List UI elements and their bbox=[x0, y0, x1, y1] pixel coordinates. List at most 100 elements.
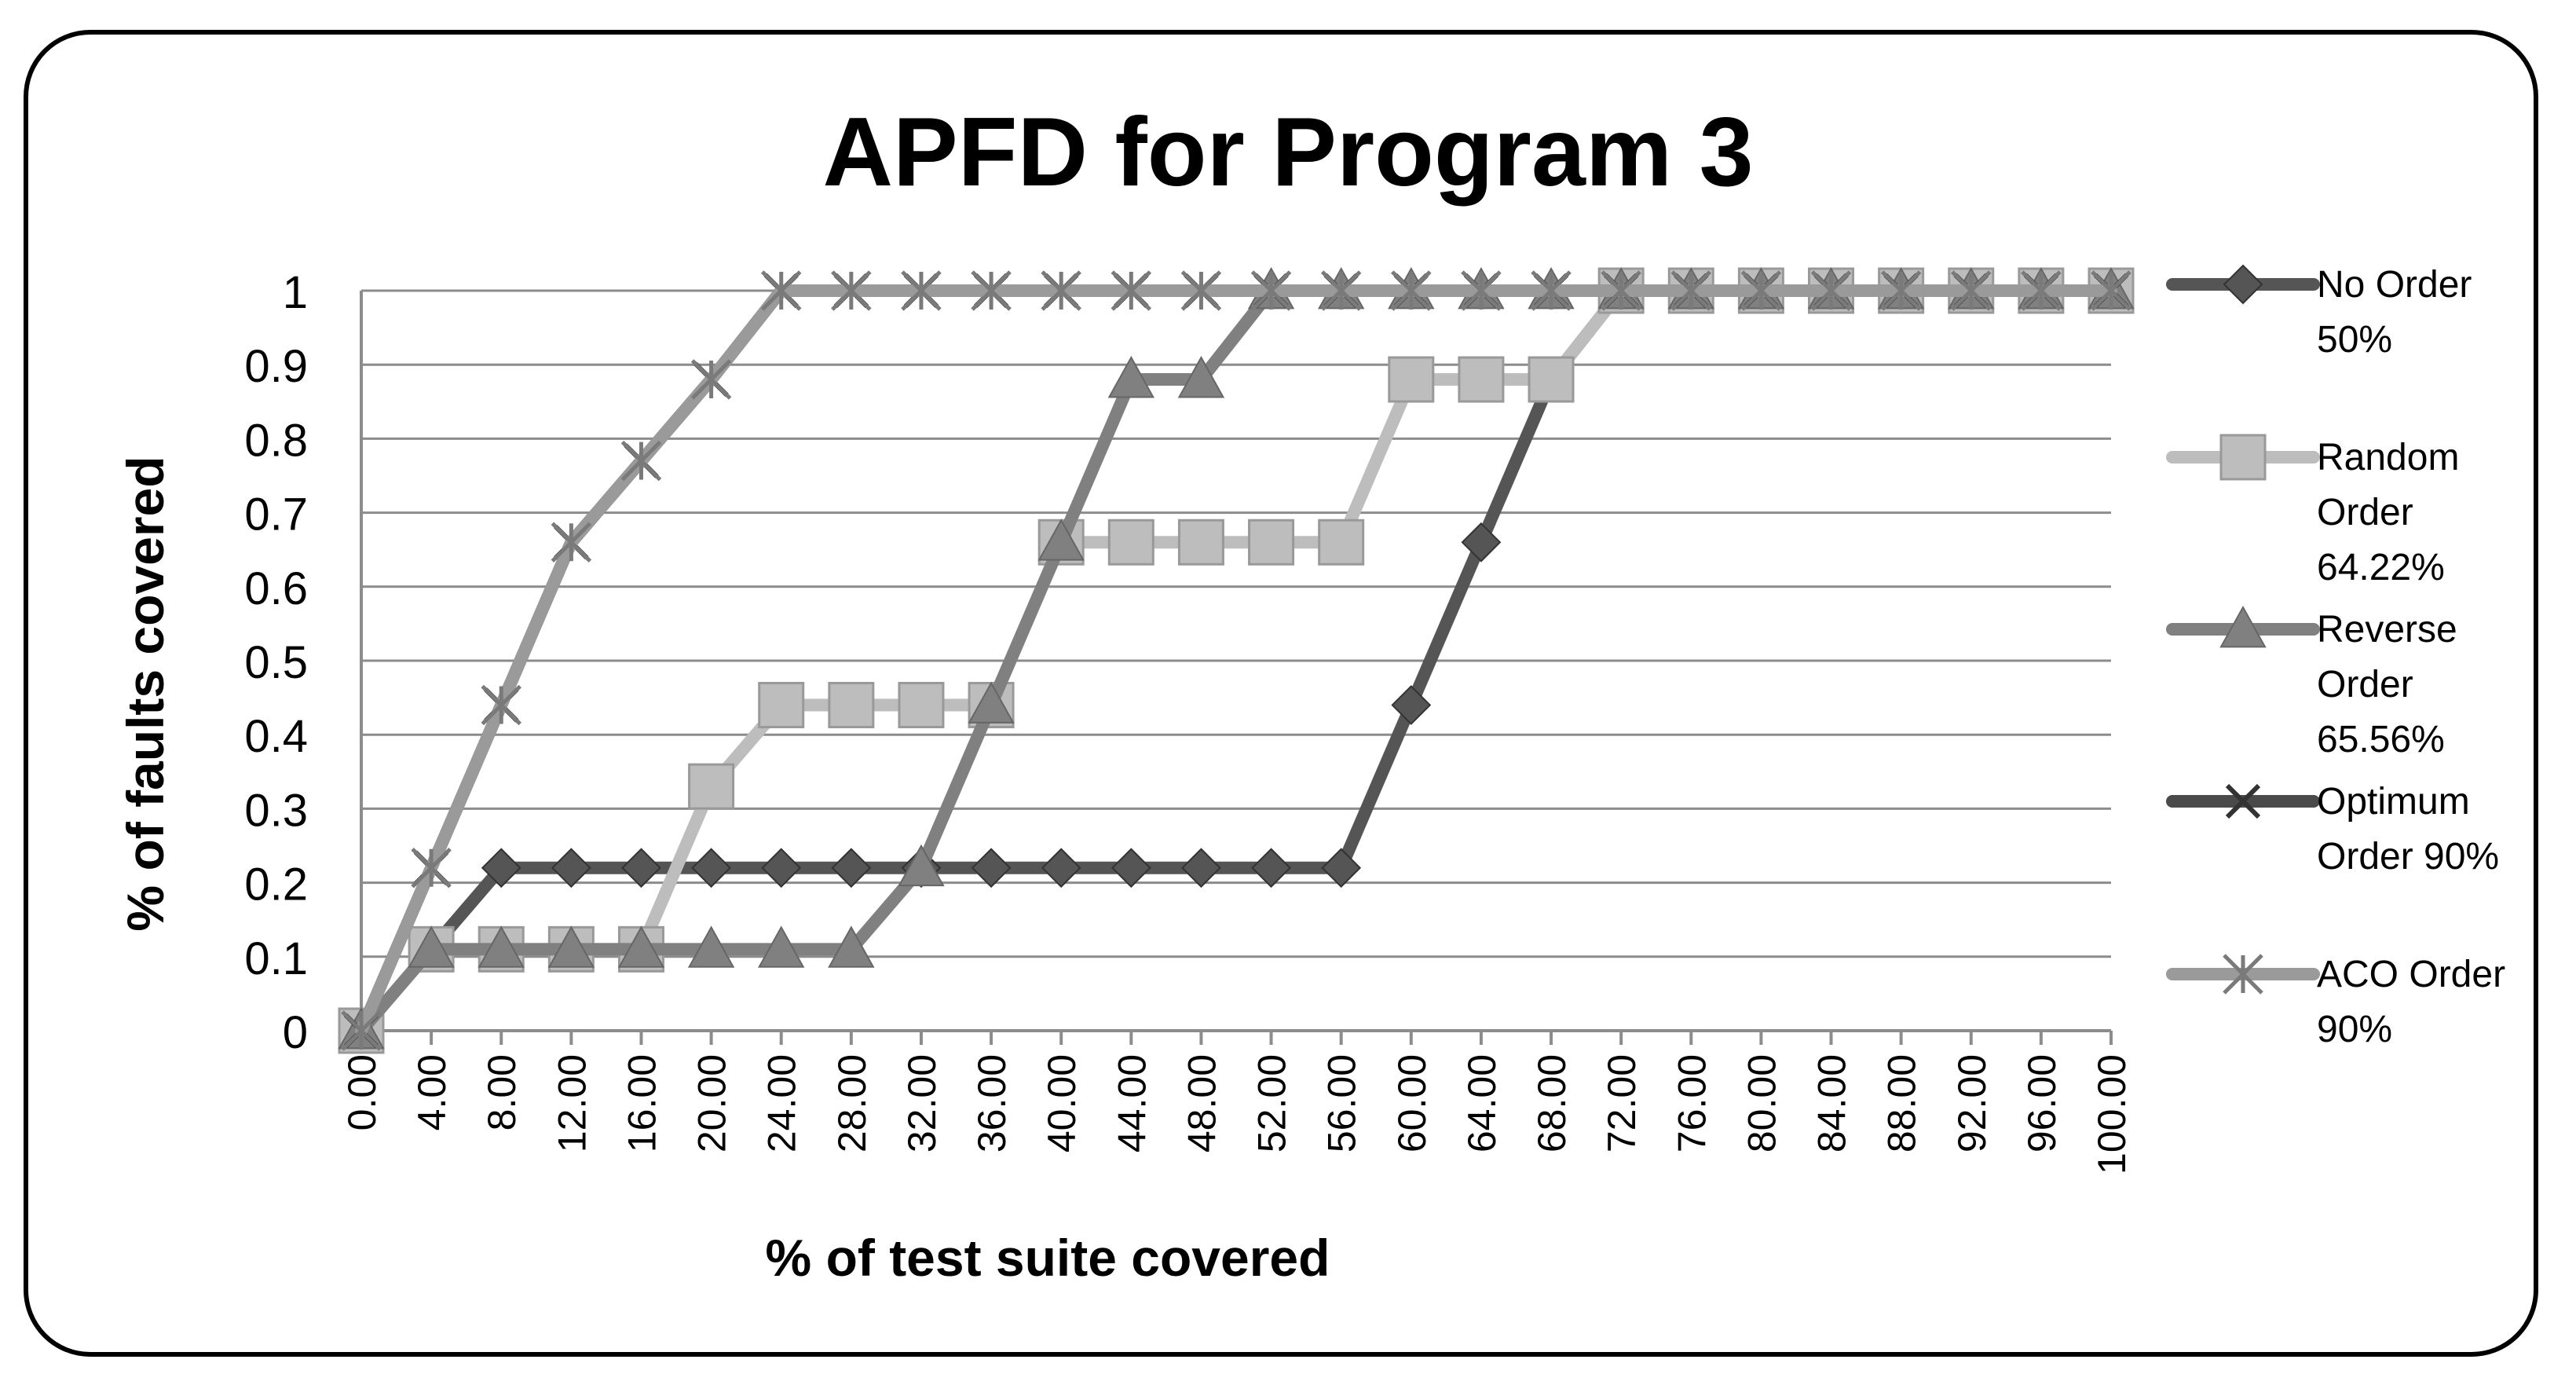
y-tick-labels: 0 0.1 0.2 0.3 0.4 0.5 0.6 0.7 0.8 0.9 1 bbox=[244, 267, 308, 1058]
data-point bbox=[1107, 518, 1154, 566]
data-point bbox=[1810, 270, 1852, 311]
x-tick-label: 24.00 bbox=[760, 1054, 804, 1152]
legend-label: Order 90% bbox=[2317, 836, 2499, 878]
data-point bbox=[898, 682, 945, 729]
data-point bbox=[1181, 848, 1221, 889]
data-point bbox=[1670, 270, 1712, 311]
data-point bbox=[758, 925, 805, 968]
data-point bbox=[1177, 518, 1224, 566]
data-point bbox=[690, 359, 732, 400]
data-point bbox=[1740, 270, 1782, 311]
legend-item: No Order 50% bbox=[2166, 264, 2472, 361]
data-point bbox=[760, 270, 802, 311]
series-group bbox=[338, 266, 2135, 1054]
data-point bbox=[620, 440, 662, 482]
x-tick-label: 100.00 bbox=[2090, 1054, 2134, 1174]
data-point bbox=[828, 925, 875, 968]
x-tick-label: 36.00 bbox=[970, 1054, 1014, 1152]
y-tick-label: 0.4 bbox=[244, 711, 308, 762]
y-tick-label: 0.5 bbox=[244, 637, 308, 688]
data-point bbox=[1601, 270, 1641, 311]
x-tick-label: 12.00 bbox=[550, 1054, 594, 1152]
data-point bbox=[971, 848, 1012, 889]
y-tick-label: 0.3 bbox=[244, 785, 308, 836]
data-point bbox=[1391, 685, 1432, 725]
data-point bbox=[411, 847, 452, 889]
data-point bbox=[341, 1010, 382, 1051]
data-point bbox=[831, 848, 872, 889]
data-point bbox=[761, 848, 802, 889]
x-tick-label: 4.00 bbox=[410, 1054, 454, 1130]
data-point bbox=[1037, 518, 1085, 561]
data-point bbox=[1531, 270, 1572, 311]
x-tick-label: 76.00 bbox=[1670, 1054, 1714, 1152]
data-point bbox=[1111, 270, 1152, 311]
data-point bbox=[898, 844, 945, 887]
x-tick-label: 80.00 bbox=[1740, 1054, 1784, 1152]
x-tick-label: 68.00 bbox=[1530, 1054, 1574, 1152]
x-tick-label: 40.00 bbox=[1040, 1054, 1084, 1152]
legend: No Order 50% Random Order 64.22% Reverse Order… bbox=[2166, 264, 2505, 1050]
data-point bbox=[901, 270, 942, 311]
data-point bbox=[1458, 356, 1505, 403]
legend-label: Optimum bbox=[2317, 781, 2470, 823]
data-point bbox=[1388, 356, 1435, 403]
data-point bbox=[1950, 270, 1992, 311]
legend-label: Reverse bbox=[2317, 609, 2457, 650]
data-point bbox=[828, 682, 875, 729]
data-point bbox=[1107, 355, 1155, 398]
data-point bbox=[831, 270, 872, 311]
legend-label: 64.22% bbox=[2317, 547, 2445, 588]
legend-marker bbox=[2225, 783, 2261, 819]
data-point bbox=[621, 848, 661, 889]
y-tick-label: 0 bbox=[283, 1007, 308, 1058]
x-tick-label: 28.00 bbox=[830, 1054, 874, 1152]
y-tick-label: 0.1 bbox=[244, 933, 308, 984]
data-point bbox=[547, 925, 595, 968]
legend-marker bbox=[2223, 264, 2263, 305]
data-point bbox=[478, 925, 525, 968]
x-tick-label: 48.00 bbox=[1180, 1054, 1224, 1152]
data-point bbox=[551, 522, 592, 563]
y-tick-label: 0.9 bbox=[244, 341, 308, 392]
x-tick-label: 0.00 bbox=[340, 1054, 384, 1130]
y-tick-label: 0.7 bbox=[244, 489, 308, 540]
data-point bbox=[1251, 848, 1291, 889]
legend-label: No Order bbox=[2317, 264, 2472, 306]
data-point bbox=[617, 925, 665, 968]
axes bbox=[360, 291, 2113, 1045]
legend-item: Reverse Order 65.56% bbox=[2166, 605, 2457, 760]
x-tick-label: 20.00 bbox=[690, 1054, 734, 1152]
series-5 bbox=[341, 270, 2131, 1051]
data-point bbox=[2021, 270, 2062, 311]
chart-title: APFD for Program 3 bbox=[822, 98, 1753, 207]
x-tick-label: 88.00 bbox=[1880, 1054, 1924, 1152]
data-point bbox=[968, 681, 1015, 724]
data-point bbox=[971, 270, 1012, 311]
data-point bbox=[1320, 270, 1362, 311]
x-tick-label: 32.00 bbox=[900, 1054, 944, 1152]
legend-label: ACO Order bbox=[2317, 954, 2505, 995]
data-point bbox=[1391, 270, 1432, 311]
legend-label: Order bbox=[2317, 492, 2413, 533]
data-point bbox=[688, 763, 735, 810]
data-point bbox=[687, 925, 735, 968]
x-tick-label: 16.00 bbox=[620, 1054, 664, 1152]
x-tick-label: 84.00 bbox=[1810, 1054, 1854, 1152]
y-axis-title: % of faults covered bbox=[116, 456, 174, 931]
x-tick-label: 64.00 bbox=[1460, 1054, 1504, 1152]
y-tick-label: 0.2 bbox=[244, 859, 308, 911]
data-point bbox=[1111, 848, 1151, 889]
x-tick-label: 60.00 bbox=[1390, 1054, 1434, 1152]
data-point bbox=[1041, 270, 1081, 311]
data-point bbox=[551, 848, 591, 889]
x-tick-label: 56.00 bbox=[1320, 1054, 1364, 1152]
legend-label: 65.56% bbox=[2317, 719, 2445, 760]
data-point bbox=[1318, 518, 1365, 566]
data-point bbox=[1180, 270, 1222, 311]
gridlines bbox=[361, 289, 2111, 1032]
data-point bbox=[1177, 355, 1225, 398]
legend-label: Order bbox=[2317, 664, 2413, 705]
data-point bbox=[481, 848, 521, 889]
